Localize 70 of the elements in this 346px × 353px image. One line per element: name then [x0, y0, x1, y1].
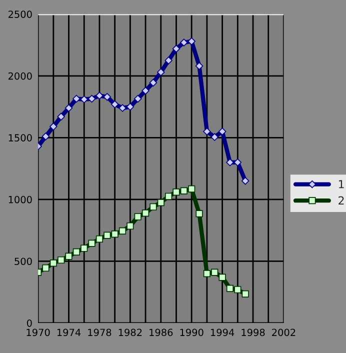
- point: [196, 210, 203, 218]
- point: [126, 222, 134, 230]
- point: [142, 209, 150, 217]
- point: [203, 270, 210, 278]
- point: [110, 100, 119, 108]
- point: [118, 227, 126, 234]
- point: [242, 290, 249, 298]
- x-tick-label: 1982: [118, 328, 142, 336]
- point: [157, 198, 164, 206]
- x-tick-label: 1990: [180, 328, 204, 336]
- point: [172, 188, 180, 196]
- point: [50, 260, 57, 267]
- point: [165, 192, 172, 200]
- point: [218, 274, 226, 281]
- point: [188, 37, 196, 46]
- point: [57, 112, 65, 121]
- point: [72, 248, 80, 256]
- y-tick-label: 2500: [8, 10, 32, 18]
- point: [172, 44, 180, 53]
- point: [149, 78, 158, 87]
- point: [164, 56, 172, 64]
- point: [195, 62, 204, 70]
- point: [80, 244, 88, 252]
- legend-label: 1: [338, 180, 344, 188]
- point: [88, 240, 96, 247]
- point: [134, 213, 142, 220]
- point: [58, 256, 65, 264]
- point: [226, 158, 234, 166]
- y-tick-label: 1500: [8, 134, 32, 142]
- x-tick-label: 1998: [242, 328, 265, 336]
- point: [142, 86, 150, 95]
- point: [150, 203, 157, 210]
- point: [96, 92, 104, 100]
- x-tick-label: 2002: [272, 328, 296, 336]
- point: [157, 68, 165, 76]
- point: [111, 230, 118, 238]
- y-tick-label: 500: [14, 258, 32, 266]
- x-tick-label: 1978: [88, 328, 112, 336]
- point: [241, 177, 250, 185]
- point: [72, 94, 80, 103]
- x-tick-label: 1994: [211, 328, 234, 336]
- point: [96, 235, 104, 243]
- point: [104, 232, 111, 239]
- point: [42, 264, 50, 272]
- y-tick-label: 0: [26, 319, 32, 327]
- point: [188, 185, 196, 192]
- x-tick-label: 1986: [150, 328, 173, 336]
- point: [103, 93, 112, 101]
- point: [203, 128, 211, 136]
- point: [50, 122, 58, 130]
- point: [211, 268, 218, 276]
- point: [218, 128, 226, 136]
- point: [180, 187, 188, 194]
- point: [42, 132, 50, 140]
- x-tick-label: 1970: [26, 328, 50, 336]
- y-tick-label: 1000: [8, 196, 32, 204]
- point: [80, 96, 88, 104]
- y-tick-label: 2000: [8, 72, 32, 80]
- point: [64, 104, 73, 112]
- legend-label: 2: [338, 196, 344, 204]
- x-tick-label: 1974: [57, 328, 81, 336]
- point: [234, 286, 242, 294]
- point: [65, 252, 72, 260]
- point: [180, 38, 188, 46]
- point: [134, 94, 142, 103]
- point: [126, 102, 134, 111]
- point: [234, 158, 242, 166]
- point: [226, 284, 234, 292]
- point: [210, 133, 218, 141]
- point: [118, 104, 126, 112]
